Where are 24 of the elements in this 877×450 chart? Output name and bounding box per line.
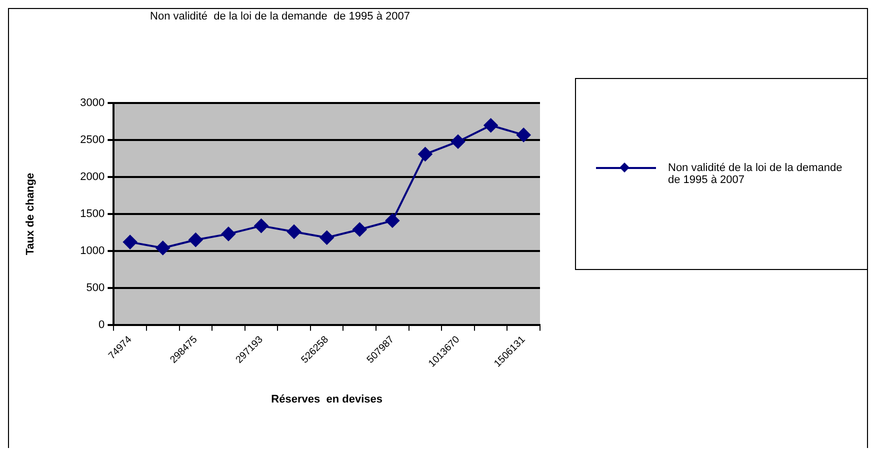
point — [254, 218, 268, 233]
y-tick-label: 1000 — [80, 244, 105, 257]
y-tick-label: 2500 — [80, 134, 105, 146]
point — [451, 134, 466, 149]
point — [484, 118, 498, 132]
y-tick-label: 1500 — [80, 208, 105, 220]
y-tick-label: 3000 — [80, 97, 105, 110]
y-tick-label: 2000 — [80, 171, 105, 184]
point — [320, 230, 334, 245]
point — [156, 240, 170, 255]
point — [287, 224, 302, 239]
y-tick-label: 500 — [86, 282, 105, 294]
point — [188, 232, 203, 247]
y-tick-label: 0 — [98, 318, 105, 331]
point — [352, 222, 367, 237]
y-axis-title: Taux de change — [24, 172, 37, 256]
point — [123, 235, 138, 250]
point — [516, 128, 531, 142]
point — [418, 147, 432, 162]
chart-title: Non validité de la loi de la demande de 1995 à 2007 — [150, 10, 410, 23]
point — [221, 226, 236, 241]
text: Non validité de la loi de la demande de 1995 à 2007 — [668, 162, 844, 186]
point — [385, 214, 400, 228]
x-axis-title: Réserves en devises — [271, 393, 382, 406]
